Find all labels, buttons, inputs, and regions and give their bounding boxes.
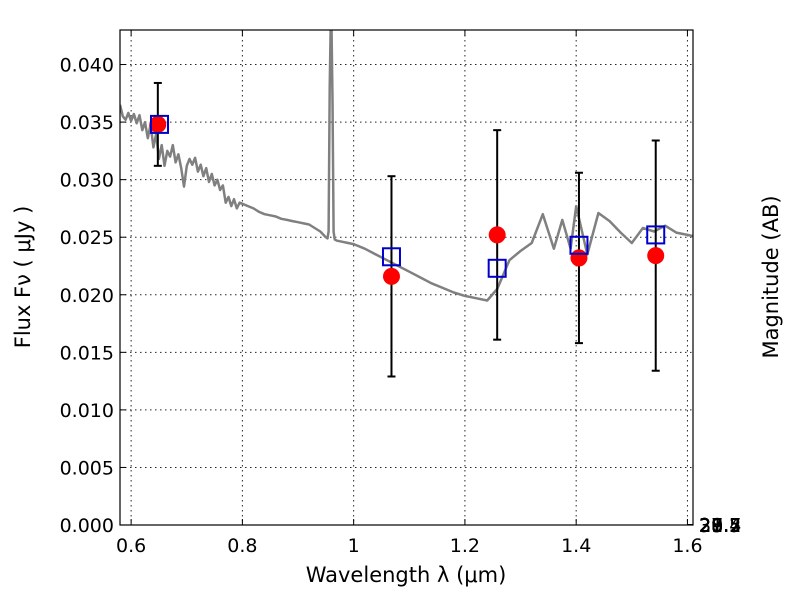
model-point	[487, 258, 507, 278]
x-tick-label: 1.6	[672, 535, 702, 557]
y-tick-label: 0.035	[60, 112, 114, 134]
y-axis-title: Flux Fν ( μJy )	[11, 206, 35, 349]
plot-frame	[119, 29, 694, 526]
y2-tick-label: 28.5	[699, 515, 741, 537]
y-tick-label: 0.040	[60, 55, 114, 77]
y-tick-label: 0.000	[60, 515, 114, 537]
x-tick-label: 1	[348, 535, 360, 557]
x-tick-label: 1.4	[561, 535, 591, 557]
model-point	[149, 114, 169, 134]
y-tick-label: 0.015	[60, 342, 114, 364]
y2-tick-label: 30	[699, 515, 723, 537]
y2-tick-label: 27.5	[699, 515, 741, 537]
model-spectrum-line	[120, 30, 693, 302]
model-point	[569, 235, 589, 255]
observed-point	[488, 226, 506, 244]
y2-axis-title: Magnitude (AB)	[759, 195, 783, 358]
y2-tick-label: 27.7	[699, 515, 741, 537]
y-tick-label: 0.010	[60, 400, 114, 422]
grid	[120, 30, 693, 525]
axes-ticks: 0.6 0.8 1 1.2 1.4 1.6 0.000 0.005 0.010 0.015 0.02…	[60, 30, 741, 557]
y2-tick-label: 28	[699, 515, 723, 537]
y2-tick-label: 29	[699, 515, 723, 537]
y2-tick-label: 28.2	[699, 515, 741, 537]
observed-point	[647, 247, 665, 265]
observed-point	[149, 115, 167, 133]
y2-tick-label: 27.4	[699, 515, 741, 537]
model-point	[646, 225, 666, 245]
x-axis-title: Wavelength λ (μm)	[306, 563, 507, 587]
y2-tick-label: 29.5	[699, 515, 741, 537]
x-tick-label: 0.6	[116, 535, 146, 557]
y2-tick-label: 31	[699, 515, 723, 537]
y-tick-label: 0.030	[60, 170, 114, 192]
y-tick-label: 0.005	[60, 457, 114, 479]
model-point	[381, 247, 401, 267]
y-tick-label: 0.025	[60, 227, 114, 249]
observed-point	[382, 267, 400, 285]
plot-area	[120, 30, 693, 378]
observed-point	[570, 249, 588, 267]
x-tick-label: 1.2	[450, 535, 480, 557]
y-tick-label: 0.020	[60, 285, 114, 307]
x-tick-label: 0.8	[227, 535, 257, 557]
